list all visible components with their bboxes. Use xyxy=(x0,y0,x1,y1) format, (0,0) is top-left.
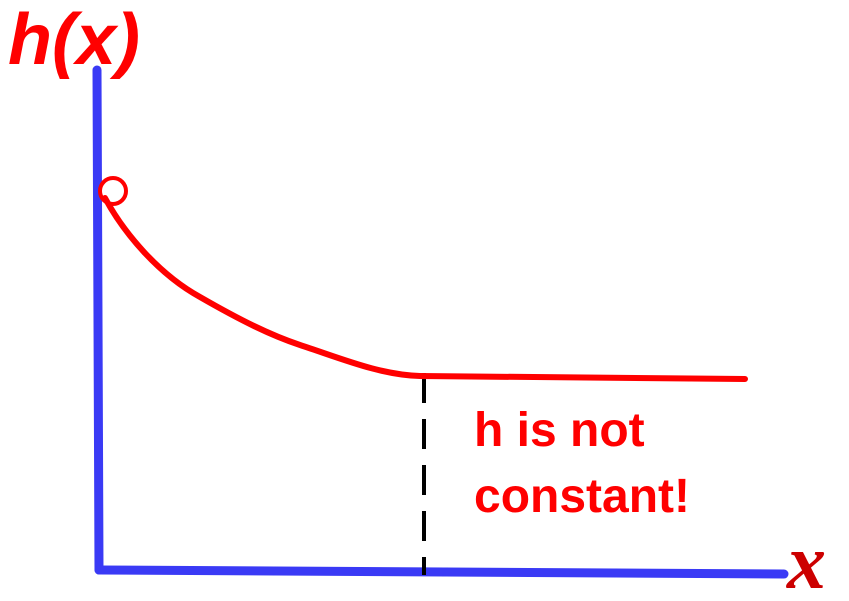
x-axis-line xyxy=(94,565,789,579)
y-axis-label: h(x) xyxy=(8,0,140,80)
axes xyxy=(92,65,789,579)
annotation-line-2: constant! xyxy=(474,470,690,523)
x-axis-label: x xyxy=(786,518,826,601)
open-endpoint-marker xyxy=(98,176,128,206)
h-curve xyxy=(102,195,748,382)
annotation-line-1: h is not xyxy=(474,404,645,457)
y-axis-line xyxy=(92,65,104,575)
